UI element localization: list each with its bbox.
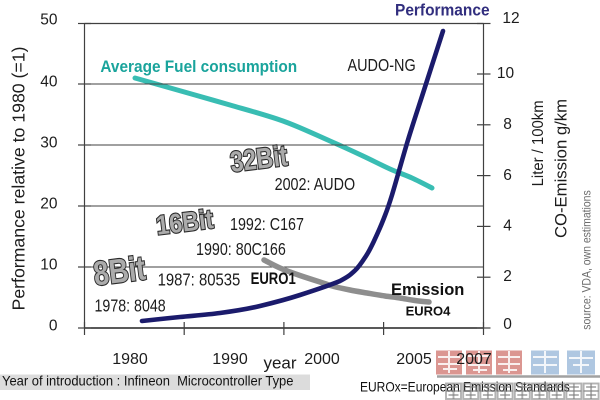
svg-text:8: 8: [503, 116, 512, 133]
svg-text:0: 0: [49, 318, 58, 335]
svg-text:source: VDA, own estimations: source: VDA, own estimations: [581, 190, 594, 330]
svg-text:2005: 2005: [396, 351, 432, 368]
svg-text:10: 10: [40, 257, 58, 274]
svg-text:20: 20: [40, 196, 58, 213]
svg-text:6: 6: [503, 167, 512, 184]
svg-text:year: year: [263, 354, 296, 373]
svg-text:1992: C167: 1992: C167: [230, 216, 304, 235]
svg-text:1990: 1990: [212, 351, 248, 368]
svg-text:Emission: Emission: [391, 281, 464, 299]
svg-text:2: 2: [503, 268, 512, 285]
svg-text:Average Fuel consumption: Average Fuel consumption: [100, 57, 297, 76]
svg-text:10: 10: [497, 65, 515, 82]
svg-text:Year of introduction : Infineo: Year of introduction : Infineon Microcon…: [2, 373, 293, 388]
svg-text:EURO4: EURO4: [406, 304, 452, 319]
svg-text:0: 0: [503, 316, 512, 333]
svg-text:1990: 80C166: 1990: 80C166: [196, 241, 286, 260]
svg-text:30: 30: [40, 135, 58, 152]
svg-text:1978: 8048: 1978: 8048: [95, 297, 166, 316]
svg-text:CO-Emission g/km: CO-Emission g/km: [552, 99, 571, 238]
svg-text:1980: 1980: [112, 351, 148, 368]
svg-text:Performance relative to 1980 (: Performance relative to 1980 (=1): [9, 47, 29, 311]
svg-text:2002: AUDO: 2002: AUDO: [275, 176, 356, 195]
svg-text:Performance: Performance: [395, 1, 490, 20]
svg-text:50: 50: [40, 12, 58, 29]
svg-text:EURO1: EURO1: [251, 271, 296, 289]
svg-text:40: 40: [40, 74, 58, 91]
svg-text:12: 12: [502, 10, 519, 27]
svg-text:AUDO-NG: AUDO-NG: [348, 56, 416, 76]
svg-text:4: 4: [503, 218, 512, 235]
svg-text:8Bit: 8Bit: [91, 249, 147, 294]
svg-text:16Bit: 16Bit: [154, 204, 215, 241]
svg-text:2000: 2000: [304, 351, 340, 368]
svg-text:Liter / 100km: Liter / 100km: [530, 100, 547, 186]
svg-text:1987: 80535: 1987: 80535: [158, 270, 241, 289]
svg-text:2007: 2007: [456, 351, 492, 368]
svg-text:32Bit: 32Bit: [228, 139, 289, 179]
